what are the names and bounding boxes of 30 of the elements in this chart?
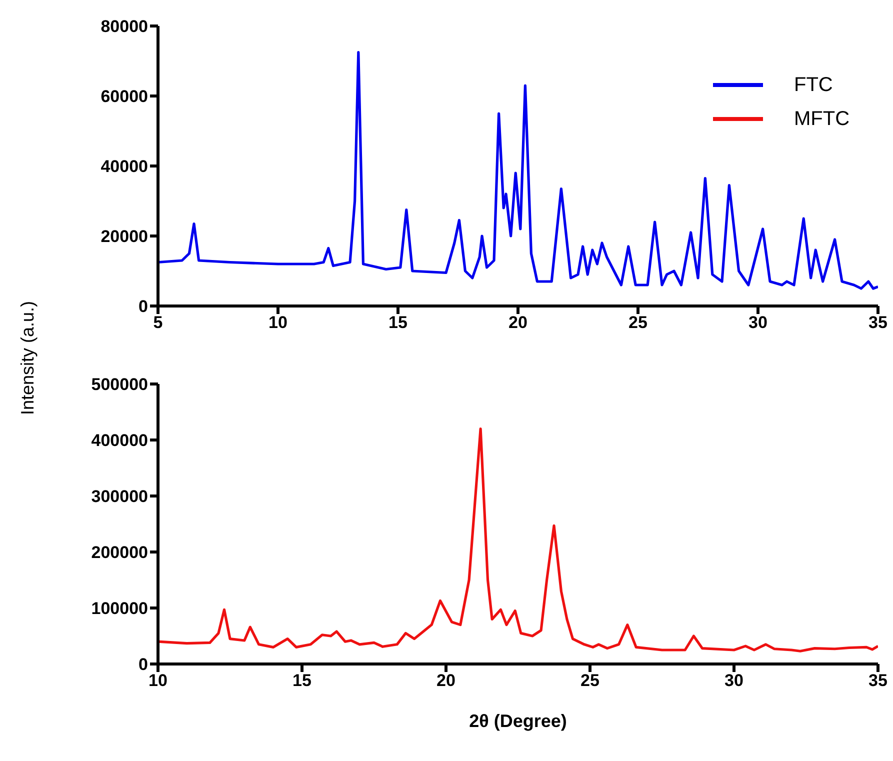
x-axis-title: 2θ (Degree) [469,710,567,731]
x-tick-label: 5 [153,313,163,332]
y-tick-label: 60000 [100,87,148,106]
legend-label: MFTC [794,108,850,130]
line-series [158,50,878,290]
y-tick-label: 0 [138,297,148,316]
x-tick-label: 15 [292,671,312,690]
x-tick-label: 30 [724,671,744,690]
y-tick-label: 200000 [91,543,148,562]
y-tick-label: 300000 [91,487,148,506]
x-tick-label: 10 [148,671,168,690]
y-tick-label: 0 [138,655,148,674]
y-tick-label: 400000 [91,431,148,450]
y-tick-label: 100000 [91,599,148,618]
y-tick-label: 40000 [100,157,148,176]
y-tick-label: 20000 [100,227,148,246]
x-tick-label: 15 [388,313,408,332]
y-tick-label: 80000 [100,17,148,36]
x-tick-label: 25 [628,313,648,332]
y-axis-title: Intensity (a.u.) [18,300,38,416]
x-tick-label: 30 [748,313,768,332]
x-tick-label: 35 [868,313,888,332]
y-tick-label: 500000 [91,375,148,394]
x-tick-label: 25 [580,671,600,690]
legend-label: FTC [794,74,833,96]
x-tick-label: 35 [868,671,888,690]
x-tick-label: 20 [508,313,528,332]
x-tick-label: 20 [436,671,456,690]
x-tick-label: 10 [268,313,288,332]
line-series [158,428,878,652]
